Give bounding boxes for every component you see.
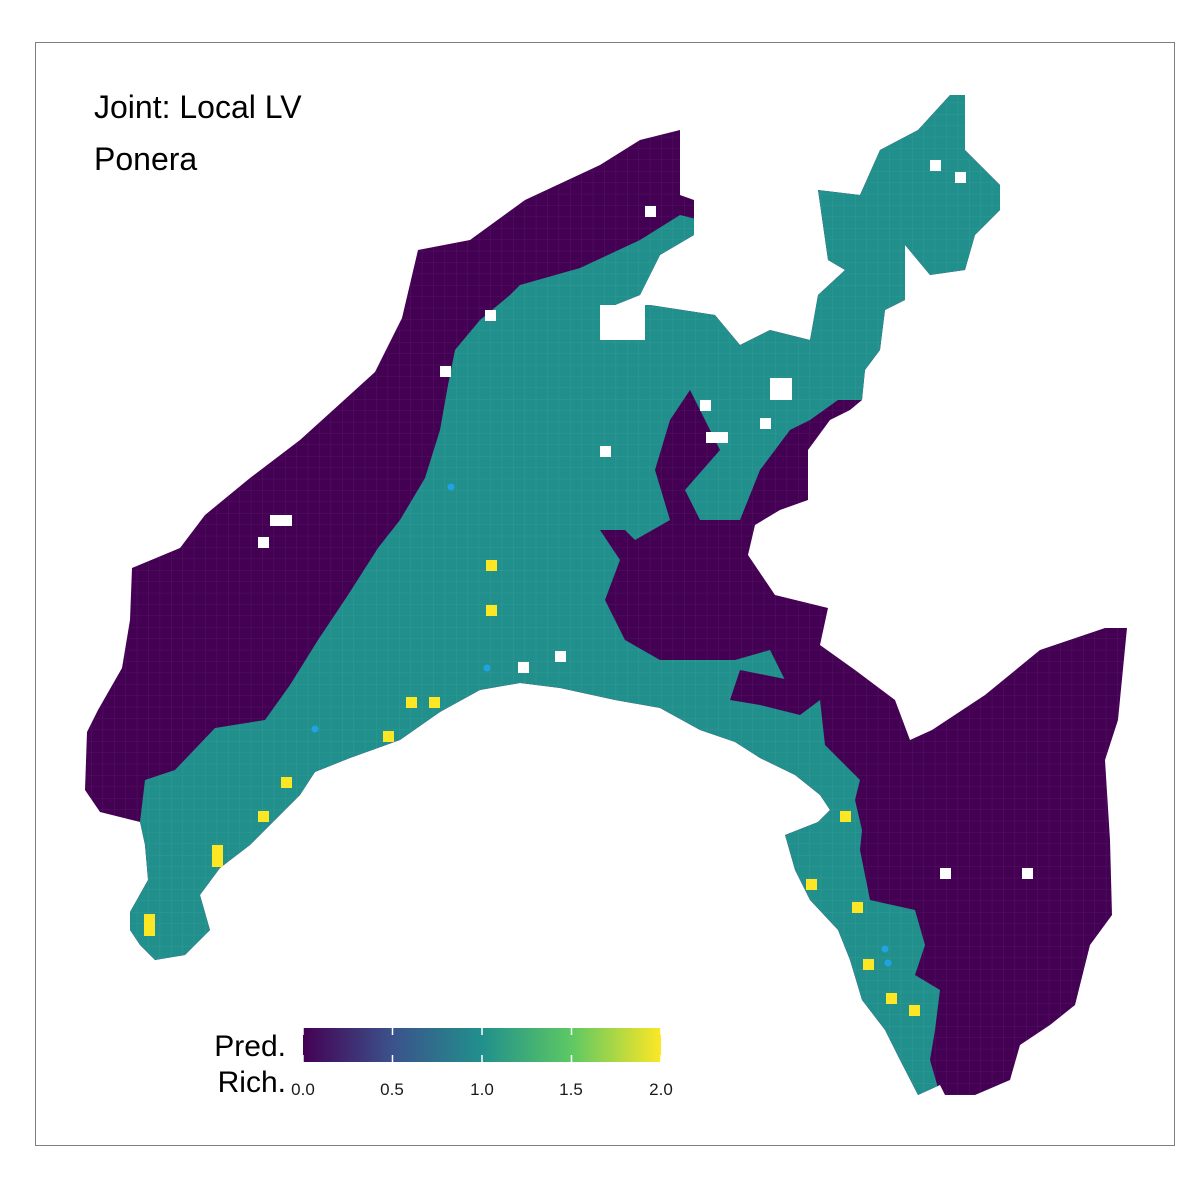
legend-tick-label: 1.5: [559, 1080, 583, 1099]
legend-title-line1: Pred.: [214, 1030, 286, 1063]
observation-point: [311, 725, 319, 733]
plot-title-model: Joint: Local LV: [94, 89, 302, 125]
legend-title-line2: Rich.: [217, 1066, 286, 1099]
observation-point: [881, 945, 889, 953]
legend-tick-marks: [302, 1028, 662, 1062]
plot-panel: [35, 42, 1175, 1146]
legend-tick-label: 0.5: [380, 1080, 404, 1099]
plot-title-genus: Ponera: [94, 141, 198, 177]
legend-tick-label: 1.0: [470, 1080, 494, 1099]
observation-point: [884, 959, 892, 967]
richness-two-cells: [144, 560, 920, 1016]
legend-tick-label: 0.0: [291, 1080, 315, 1099]
observation-point: [483, 664, 491, 672]
legend-tick-label: 2.0: [649, 1080, 673, 1099]
missing-cells: [258, 160, 1033, 879]
observation-points: [311, 483, 892, 967]
observation-point: [447, 483, 455, 491]
